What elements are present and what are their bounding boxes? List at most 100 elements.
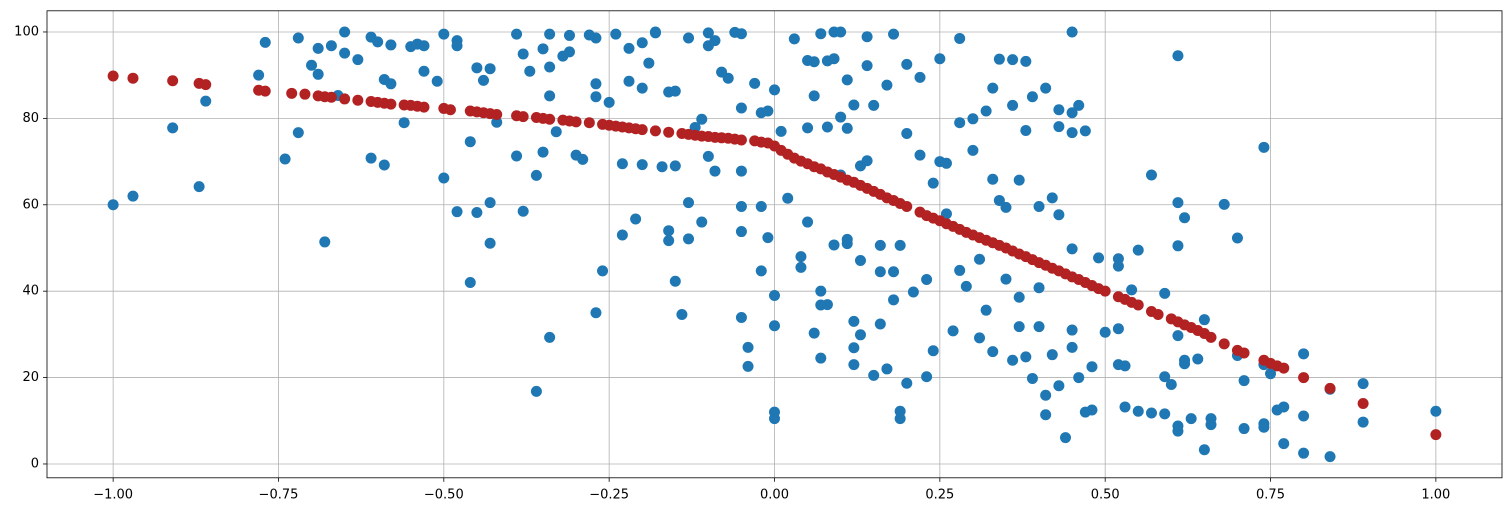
point [940, 208, 952, 220]
point [1430, 429, 1442, 441]
point [418, 101, 430, 113]
point [749, 77, 761, 89]
point [590, 78, 602, 90]
point [1258, 141, 1270, 153]
point [1172, 50, 1184, 62]
point [286, 87, 298, 99]
point [808, 327, 820, 339]
point [491, 116, 503, 128]
point [563, 46, 575, 58]
point [669, 85, 681, 97]
point [1278, 438, 1290, 450]
point [1357, 378, 1369, 390]
point [921, 371, 933, 383]
point [841, 122, 853, 134]
point [292, 32, 304, 44]
point [385, 39, 397, 51]
point [1159, 371, 1171, 383]
point [769, 289, 780, 301]
point [1198, 444, 1210, 456]
point [1430, 405, 1442, 417]
point [517, 111, 529, 123]
point [974, 332, 986, 344]
point [1060, 432, 1071, 444]
point [1205, 419, 1217, 431]
point [854, 255, 866, 267]
point [511, 150, 523, 162]
point [570, 116, 582, 128]
point [881, 363, 893, 375]
point [306, 59, 318, 71]
point [1112, 260, 1124, 272]
point [1000, 273, 1012, 285]
point [808, 56, 820, 68]
point [1126, 284, 1138, 296]
point [1198, 314, 1210, 326]
point [438, 28, 450, 40]
point [1159, 408, 1171, 420]
point [339, 93, 351, 105]
point [735, 226, 747, 238]
point [901, 127, 913, 139]
point [649, 125, 661, 137]
point [1046, 349, 1058, 361]
point [200, 79, 212, 91]
point [696, 216, 708, 228]
x-tick-label: 0.00 [760, 487, 789, 502]
point [1172, 330, 1184, 342]
point [517, 205, 529, 217]
point [524, 65, 536, 77]
point [1000, 201, 1012, 213]
point [1258, 421, 1270, 433]
point [563, 29, 575, 41]
point [544, 113, 556, 125]
point [769, 320, 780, 332]
point [1324, 382, 1336, 394]
point [1132, 244, 1144, 256]
point [735, 200, 747, 212]
point [1159, 287, 1171, 299]
point [550, 126, 562, 138]
point [530, 385, 542, 397]
point [1086, 404, 1098, 416]
point [623, 42, 635, 54]
point [464, 136, 476, 148]
point [980, 304, 992, 316]
x-tick-label: 0.50 [1091, 487, 1120, 502]
point [795, 251, 807, 263]
point [901, 200, 913, 212]
point [167, 122, 179, 134]
y-tick-label: 60 [22, 197, 39, 212]
x-tick-label: −1.00 [93, 487, 133, 502]
point [927, 177, 939, 189]
point [669, 275, 681, 287]
point [1132, 299, 1144, 311]
point [636, 159, 648, 171]
point [544, 90, 556, 102]
point [1066, 26, 1078, 38]
point [597, 265, 609, 277]
point [1265, 368, 1277, 380]
point [868, 369, 880, 381]
point [418, 40, 430, 52]
point [1179, 212, 1191, 224]
point [702, 150, 714, 162]
point [1357, 416, 1369, 428]
point [974, 253, 986, 265]
point [1278, 401, 1290, 413]
point [802, 122, 814, 134]
point [1298, 447, 1310, 459]
point [987, 346, 999, 358]
point [861, 60, 873, 72]
point [1093, 252, 1105, 264]
y-tick-label: 100 [14, 24, 39, 39]
point [1172, 425, 1184, 437]
point [259, 36, 271, 48]
point [901, 377, 913, 389]
point [907, 286, 919, 298]
point [577, 153, 589, 165]
point [888, 28, 900, 40]
point [722, 72, 734, 84]
point [484, 237, 496, 249]
point [815, 28, 827, 40]
